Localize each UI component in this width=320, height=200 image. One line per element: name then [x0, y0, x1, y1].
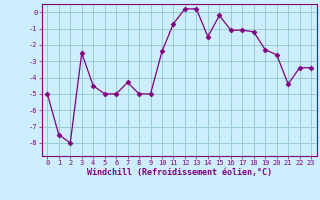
X-axis label: Windchill (Refroidissement éolien,°C): Windchill (Refroidissement éolien,°C): [87, 168, 272, 177]
